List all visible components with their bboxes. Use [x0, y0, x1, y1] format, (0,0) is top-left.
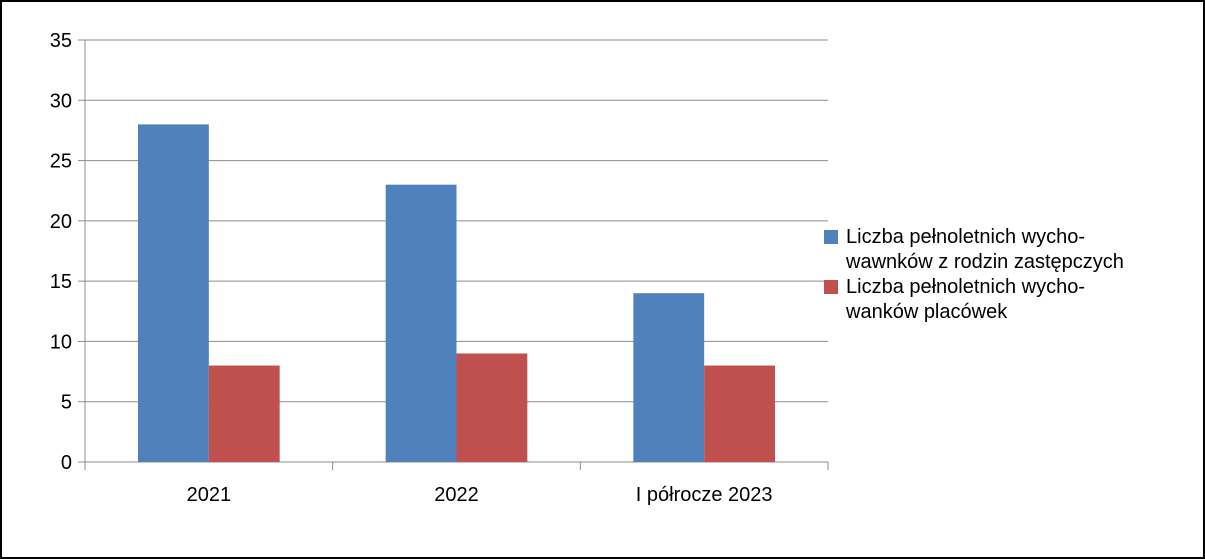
- y-tick-label: 5: [61, 392, 72, 414]
- y-tick-label: 0: [61, 452, 72, 474]
- legend-label-2: Liczba pełnoletnich wycho-: [846, 276, 1085, 298]
- x-tick-label: 2022: [434, 484, 479, 506]
- bar-series-2: [704, 365, 775, 462]
- bar-series-1: [385, 184, 457, 462]
- legend: Liczba pełnoletnich wycho-wawnków z rodz…: [824, 226, 1124, 323]
- legend-label-1: wawnków z rodzin zastępczych: [845, 251, 1124, 273]
- y-tick-label: 35: [50, 30, 72, 52]
- x-tick-label: I półrocze 2023: [636, 484, 773, 506]
- bar-series-2: [208, 365, 280, 462]
- legend-swatch-1: [824, 230, 838, 244]
- y-tick-labels: 0 5 10 15 20 25 30 35: [50, 30, 72, 474]
- y-tick-label: 15: [50, 271, 72, 293]
- legend-label-1: Liczba pełnoletnich wycho-: [846, 226, 1085, 248]
- legend-label-2: wanków placówek: [845, 301, 1008, 323]
- bar-series-1: [138, 124, 209, 463]
- y-tick-label: 20: [50, 211, 72, 233]
- bar-series-1: [633, 293, 705, 462]
- x-tick-labels: 2021 2022 I półrocze 2023: [187, 484, 773, 506]
- bars: [138, 124, 775, 463]
- bar-series-2: [456, 353, 528, 462]
- x-tick-label: 2021: [187, 484, 232, 506]
- y-tick-label: 30: [50, 90, 72, 112]
- y-tick-label: 10: [50, 331, 72, 353]
- y-tick-label: 25: [50, 151, 72, 173]
- legend-swatch-2: [824, 280, 838, 294]
